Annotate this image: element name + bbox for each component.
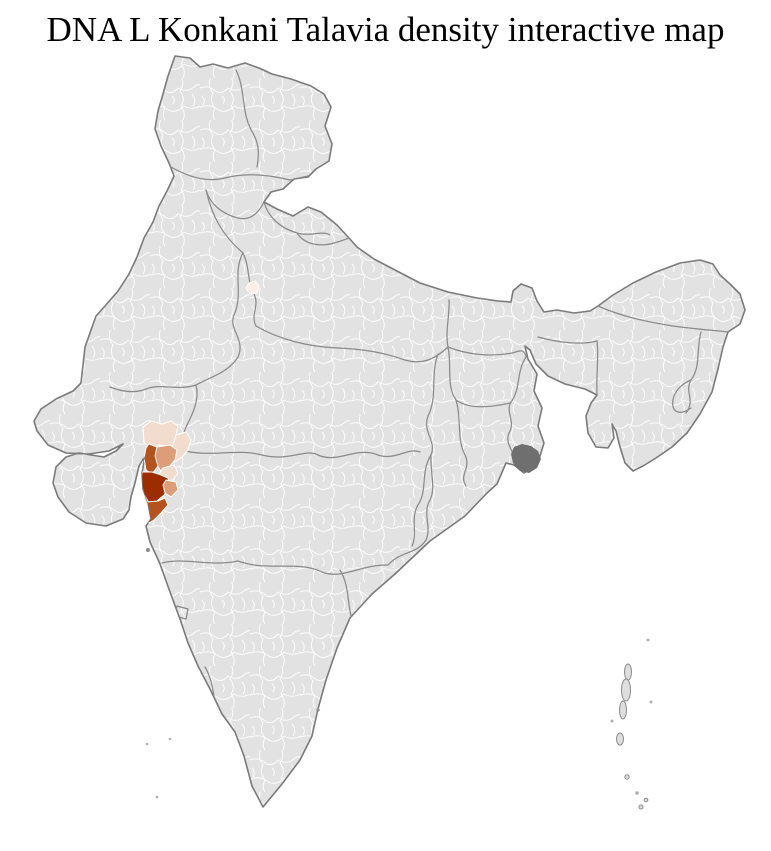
coastal-city-mark [146, 548, 150, 553]
andaman-nicobar-islands[interactable] [610, 638, 653, 810]
lakshadweep-islands[interactable] [145, 737, 172, 799]
map-container [0, 53, 771, 845]
india-landmass[interactable] [33, 55, 746, 809]
district-density-3[interactable] [143, 443, 159, 475]
coastal-features-layer [146, 444, 541, 712]
coastal-city-mark [316, 708, 320, 712]
india-density-map[interactable] [0, 53, 771, 845]
district-density-2[interactable] [162, 479, 179, 498]
page-title: DNA L Konkani Talavia density interactiv… [46, 10, 725, 49]
sundarbans-delta [511, 444, 541, 474]
district-density-0[interactable] [245, 280, 260, 295]
highlighted-districts-layer [140, 280, 260, 524]
